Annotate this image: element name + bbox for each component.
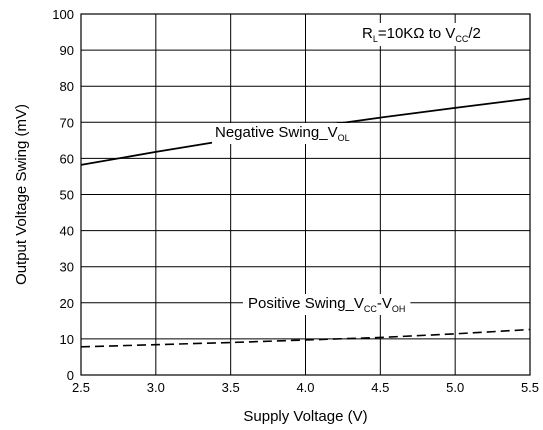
- series-labels: Negative Swing_VOL Positive Swing_VCC-VOH: [212, 123, 411, 315]
- y-axis-label: Output Voltage Swing (mV): [13, 104, 30, 285]
- x-tick-label: 5.5: [521, 380, 539, 395]
- x-tick-label: 2.5: [72, 380, 90, 395]
- positive-swing-line: [80, 328, 531, 348]
- negative-swing-label-bg: [212, 123, 353, 144]
- plot-frame: [80, 13, 531, 376]
- x-tick-label: 5.0: [446, 380, 464, 395]
- positive-swing-label-mid: -V: [377, 295, 392, 312]
- y-tick-label: 10: [60, 332, 74, 347]
- tick-labels: 2.5 3.0 3.5 4.0 4.5 5.0 5.5 0 10 20 30 40 50 60 70 80 90…: [52, 7, 539, 395]
- x-tick-label: 3.0: [147, 380, 165, 395]
- x-tick-label: 3.5: [222, 380, 240, 395]
- y-tick-label: 90: [60, 43, 74, 58]
- x-axis-label: Supply Voltage (V): [243, 408, 367, 425]
- positive-swing-label-sub1: CC: [364, 304, 377, 314]
- x-tick-label: 4.0: [296, 380, 314, 395]
- y-tick-label: 40: [60, 224, 74, 239]
- annotation-bg: [358, 23, 485, 46]
- annotation-end: /2: [468, 25, 481, 42]
- annotation-sub1: L: [373, 34, 378, 44]
- negative-swing-label-sub: OL: [338, 133, 350, 143]
- negative-swing-label: Negative Swing_VOL: [215, 124, 350, 143]
- annotation-main: R: [362, 25, 373, 42]
- annotation-sub2: CC: [455, 34, 468, 44]
- negative-swing-label-main: Negative Swing_V: [215, 124, 338, 141]
- y-tick-label: 60: [60, 151, 74, 166]
- positive-swing-label-bg: [243, 294, 411, 315]
- annotation-mid: =10KΩ to V: [378, 25, 456, 42]
- y-tick-label: 70: [60, 115, 74, 130]
- load-condition-annotation: RL=10KΩ to VCC/2: [362, 25, 481, 44]
- positive-swing-label-main: Positive Swing_V: [248, 295, 364, 312]
- y-tick-label: 0: [67, 368, 74, 383]
- y-tick-label: 100: [52, 7, 74, 22]
- x-tick-label: 4.5: [371, 380, 389, 395]
- positive-swing-label: Positive Swing_VCC-VOH: [248, 295, 405, 314]
- y-tick-label: 20: [60, 296, 74, 311]
- positive-swing-label-sub2: OH: [392, 304, 406, 314]
- y-tick-label: 30: [60, 260, 74, 275]
- y-tick-label: 80: [60, 79, 74, 94]
- y-tick-label: 50: [60, 188, 74, 203]
